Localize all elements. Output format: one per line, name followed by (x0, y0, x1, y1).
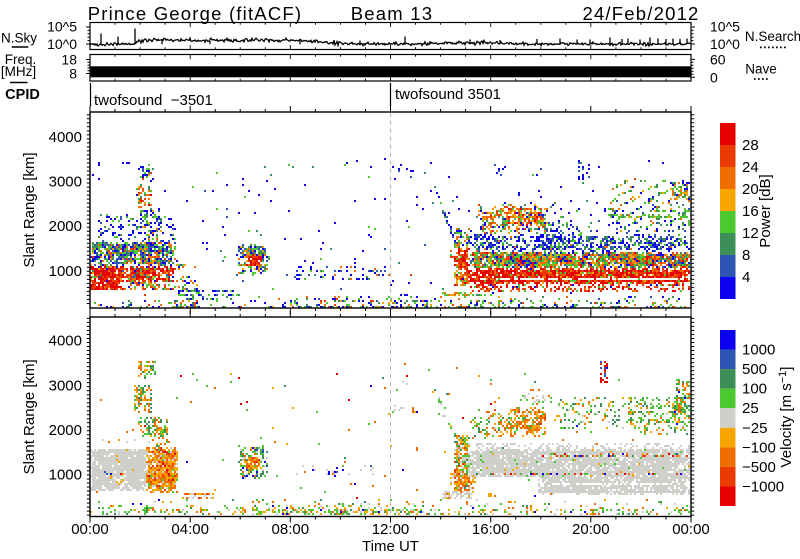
svg-text:twofsound 3501: twofsound 3501 (395, 86, 501, 103)
svg-text:08:00: 08:00 (272, 521, 310, 538)
svg-text:Time UT: Time UT (362, 538, 419, 554)
svg-text:100: 100 (742, 381, 767, 398)
svg-text:25: 25 (742, 400, 759, 417)
svg-text:18: 18 (61, 52, 77, 68)
svg-text:12: 12 (742, 225, 759, 242)
svg-text:−25: −25 (742, 420, 767, 437)
svg-text:16: 16 (742, 203, 759, 220)
svg-text:Slant Range [km]: Slant Range [km] (21, 359, 38, 474)
svg-text:1000: 1000 (742, 342, 775, 359)
svg-text:04:00: 04:00 (171, 521, 209, 538)
svg-text:Freq.: Freq. (5, 52, 37, 67)
svg-text:24: 24 (742, 159, 759, 176)
svg-text:Prince George (fitACF): Prince George (fitACF) (88, 3, 303, 24)
svg-text:3000: 3000 (49, 174, 82, 191)
svg-text:0: 0 (710, 69, 718, 85)
svg-text:1000: 1000 (49, 467, 82, 484)
svg-text:8: 8 (69, 65, 77, 81)
svg-text:24/Feb/2012: 24/Feb/2012 (582, 3, 699, 24)
svg-text:−100: −100 (742, 439, 776, 456)
svg-text:4000: 4000 (49, 129, 82, 146)
svg-text:2000: 2000 (49, 422, 82, 439)
svg-text:Nave: Nave (745, 62, 777, 77)
svg-text:10^5: 10^5 (710, 19, 740, 35)
svg-text:2000: 2000 (49, 218, 82, 235)
svg-text:[MHz]: [MHz] (1, 64, 36, 79)
svg-text:500: 500 (742, 361, 767, 378)
svg-text:−500: −500 (742, 459, 776, 476)
svg-text:N.Sky: N.Sky (1, 31, 37, 46)
svg-text:N.Search: N.Search (745, 29, 800, 44)
svg-text:Velocity [m s−1]: Velocity [m s−1] (777, 367, 795, 468)
svg-text:20: 20 (742, 181, 759, 198)
svg-text:16:00: 16:00 (472, 521, 510, 538)
svg-text:Slant Range [km]: Slant Range [km] (21, 152, 38, 267)
svg-text:Power [dB]: Power [dB] (757, 174, 774, 247)
svg-text:10^0: 10^0 (710, 36, 740, 52)
svg-text:28: 28 (742, 137, 759, 154)
svg-text:3000: 3000 (49, 377, 82, 394)
svg-text:10^0: 10^0 (47, 36, 77, 52)
svg-text:10^5: 10^5 (47, 19, 77, 35)
svg-text:twofsound −3501: twofsound −3501 (94, 92, 213, 109)
svg-text:4000: 4000 (49, 333, 82, 350)
svg-text:20:00: 20:00 (572, 521, 610, 538)
svg-text:60: 60 (710, 51, 726, 67)
svg-text:1000: 1000 (49, 263, 82, 280)
svg-text:4: 4 (742, 269, 750, 286)
svg-text:00:00: 00:00 (71, 521, 109, 538)
svg-text:Beam 13: Beam 13 (351, 3, 433, 24)
svg-text:00:00: 00:00 (672, 521, 710, 538)
svg-text:CPID: CPID (5, 87, 40, 103)
svg-text:8: 8 (742, 247, 750, 264)
svg-text:−1000: −1000 (742, 479, 784, 496)
svg-text:12:00: 12:00 (372, 521, 410, 538)
